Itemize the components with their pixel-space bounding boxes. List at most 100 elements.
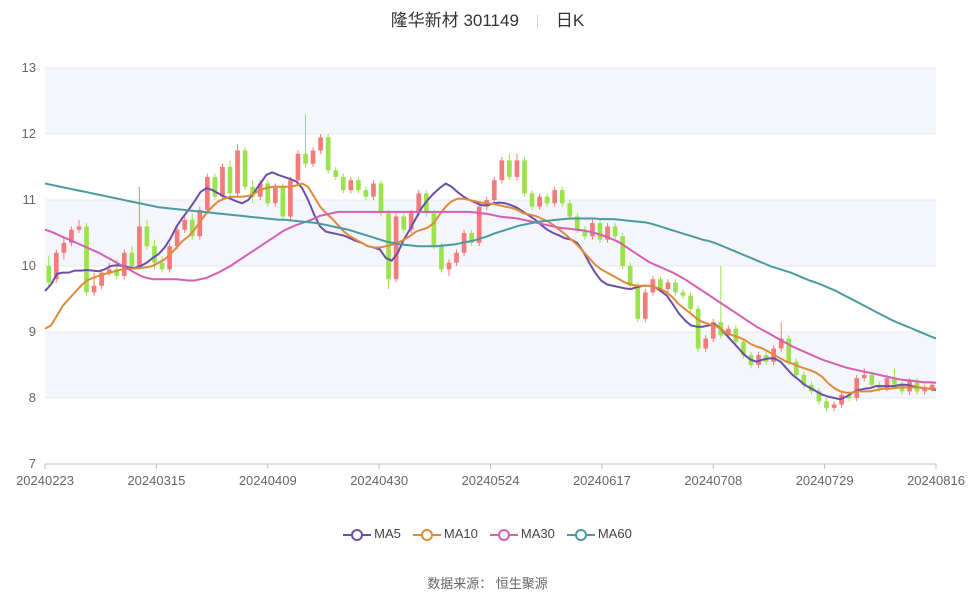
candle	[635, 282, 641, 323]
candle-body	[590, 223, 595, 237]
candle	[793, 358, 799, 379]
candle-body	[869, 374, 875, 385]
candle	[250, 180, 255, 204]
candle-body	[559, 190, 565, 204]
legend-label: MA60	[597, 526, 632, 541]
ma-line-ma30	[44, 210, 937, 384]
ma-line-ma10	[44, 182, 936, 394]
candle	[303, 114, 308, 167]
candle-body	[574, 216, 580, 230]
candle	[552, 186, 558, 207]
candle	[703, 335, 709, 352]
y-tick-label: 12	[22, 126, 36, 141]
candle-body	[53, 252, 59, 280]
candle-body	[46, 266, 52, 283]
candle-body	[703, 338, 709, 349]
legend-marker-icon	[412, 528, 441, 541]
candle	[333, 167, 339, 181]
candle	[778, 322, 784, 352]
candle-body	[348, 180, 354, 191]
candle	[695, 305, 701, 352]
legend-item-ma5[interactable]: MA5	[343, 526, 401, 542]
x-tick-label: 20240315	[127, 473, 185, 488]
candle	[212, 173, 218, 200]
legend-marker-icon	[566, 528, 595, 541]
candle-body	[537, 196, 542, 207]
candle-body	[733, 328, 739, 342]
candle	[537, 193, 542, 210]
x-tick-label: 20240816	[907, 473, 965, 488]
candle-body	[129, 252, 135, 266]
candle-body	[929, 384, 935, 389]
candle-body	[854, 378, 860, 398]
candle-body	[892, 378, 897, 385]
x-tick-label: 20240223	[16, 473, 74, 488]
candle-body	[265, 183, 271, 204]
candle	[529, 190, 535, 210]
y-tick-label: 11	[23, 192, 37, 207]
candle-body	[106, 269, 112, 273]
y-tick-label: 10	[22, 258, 36, 273]
candle-body	[552, 190, 558, 204]
x-tick-label: 20240617	[573, 473, 631, 488]
candle	[393, 213, 399, 283]
x-tick-label: 20240409	[239, 473, 297, 488]
candle-body	[793, 361, 799, 375]
candle-body	[922, 388, 928, 392]
candle-body	[439, 246, 444, 270]
legend-item-ma10[interactable]: MA10	[412, 526, 478, 542]
candle	[227, 160, 233, 197]
y-tick-label: 8	[29, 390, 36, 405]
candle-body	[522, 160, 527, 194]
candle	[454, 249, 459, 266]
candle	[137, 186, 142, 270]
candle	[688, 292, 693, 313]
stock-name: 隆华新材 301149	[390, 11, 519, 30]
legend-item-ma60[interactable]: MA60	[566, 526, 632, 542]
candle-body	[159, 262, 165, 270]
candle	[786, 335, 792, 365]
candle-body	[152, 246, 157, 263]
candle	[665, 279, 671, 293]
candle-body	[627, 266, 633, 286]
legend-item-ma30[interactable]: MA30	[489, 526, 555, 542]
candle-body	[393, 216, 399, 280]
candle-body	[235, 150, 240, 194]
candle	[831, 401, 837, 412]
candle	[816, 388, 822, 405]
candle	[310, 147, 316, 167]
grid-bands	[45, 68, 936, 398]
x-tick-label: 20240729	[796, 473, 854, 488]
candle-body	[333, 170, 339, 177]
candle	[522, 157, 527, 197]
candle	[205, 173, 210, 214]
candle	[69, 226, 74, 247]
candle	[288, 176, 293, 220]
candle-body	[303, 153, 308, 164]
candle	[144, 219, 150, 250]
candle	[559, 186, 565, 207]
candle	[356, 176, 361, 194]
candle-body	[824, 401, 829, 408]
grid-band	[45, 68, 936, 134]
candle	[129, 246, 135, 270]
candle-body	[378, 183, 384, 214]
candle	[869, 371, 875, 389]
candle	[46, 256, 52, 286]
candle-body	[280, 186, 286, 217]
candle	[386, 209, 391, 290]
candle	[469, 229, 474, 247]
period-label: 日K	[555, 11, 585, 30]
candle-body	[295, 153, 301, 181]
candle	[265, 180, 271, 207]
candle	[507, 153, 512, 181]
candle-body	[673, 282, 678, 293]
title-separator	[536, 14, 538, 29]
candle	[401, 213, 407, 233]
candle	[861, 368, 867, 382]
candle-body	[801, 374, 807, 385]
x-tick-label: 20240524	[462, 473, 520, 488]
candle-body	[416, 193, 422, 214]
candle-body	[680, 292, 686, 296]
candle	[61, 236, 67, 260]
